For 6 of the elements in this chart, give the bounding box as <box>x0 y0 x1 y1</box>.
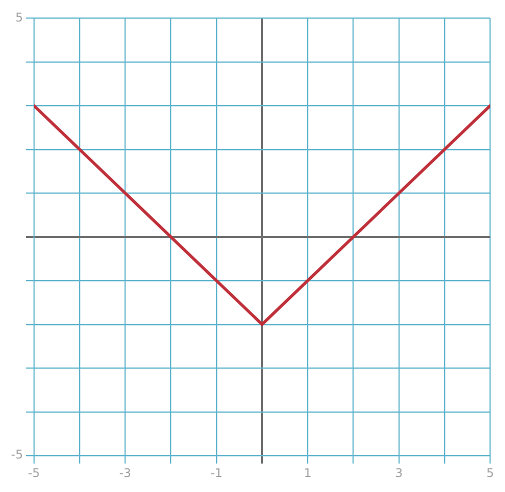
x-tick-label: -3 <box>119 466 132 480</box>
x-tick-label: -1 <box>210 466 222 480</box>
x-tick-label: -5 <box>28 466 40 480</box>
x-tick-label: 1 <box>304 466 312 480</box>
x-tick-label: 3 <box>395 466 403 480</box>
x-tick-label: 5 <box>486 466 494 480</box>
